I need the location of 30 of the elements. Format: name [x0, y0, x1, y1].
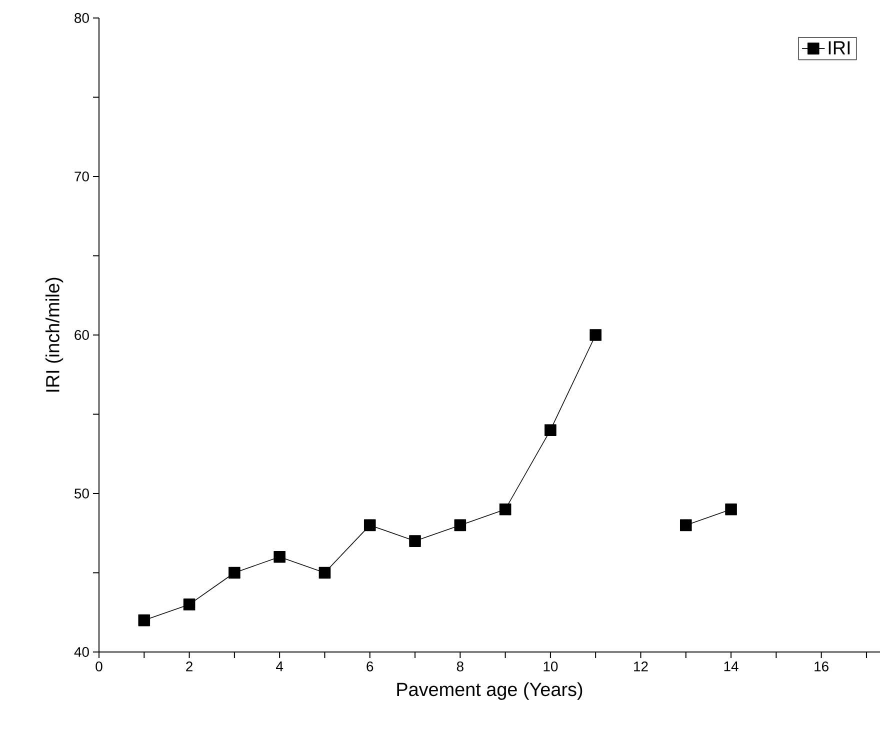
y-tick-label: 70: [74, 172, 89, 182]
point: [499, 503, 512, 516]
legend-label: IRI: [828, 41, 850, 54]
x-tick-label: 2: [186, 662, 192, 672]
point: [409, 535, 421, 547]
x-tick-label: 12: [634, 662, 648, 672]
x-tick-label: 8: [456, 662, 464, 672]
y-axis-title: IRI (inch/mile): [45, 278, 64, 392]
y-tick-label: 40: [74, 647, 89, 657]
point: [680, 519, 692, 532]
x-axis-title: Pavement age (Years): [397, 682, 582, 700]
point: [318, 566, 331, 579]
point: [138, 614, 150, 626]
point: [228, 566, 240, 579]
x-tick-label: 16: [814, 662, 828, 672]
x-tick-label: 14: [724, 662, 738, 672]
point: [590, 329, 602, 341]
x-tick-label: 4: [276, 662, 284, 672]
point: [364, 519, 376, 532]
x-tick-label: 0: [96, 662, 102, 672]
point: [454, 519, 466, 532]
point: [725, 503, 737, 516]
point: [183, 598, 196, 610]
y-tick-label: 50: [74, 488, 89, 498]
y-tick-label: 80: [74, 13, 89, 23]
x-tick-label: 10: [544, 662, 558, 672]
point: [274, 551, 286, 563]
x-tick-label: 6: [366, 662, 374, 672]
point: [544, 424, 556, 436]
y-tick-label: 60: [74, 330, 89, 340]
